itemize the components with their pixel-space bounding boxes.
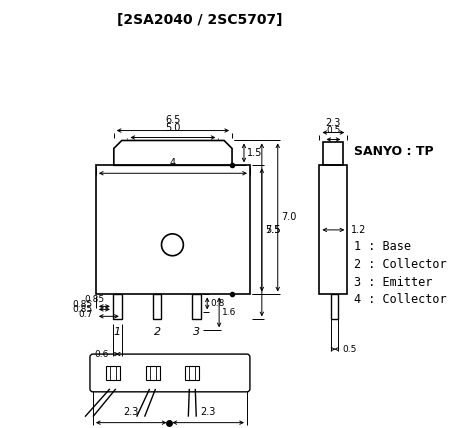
Text: 7.0: 7.0 (281, 212, 296, 223)
Bar (113, 294, 122, 319)
Text: 5.0: 5.0 (165, 122, 180, 133)
Bar (106, 366, 120, 380)
Text: 2.3: 2.3 (123, 407, 139, 417)
Text: 4 : Collector: 4 : Collector (354, 294, 447, 306)
Text: 0.6: 0.6 (94, 350, 109, 359)
Text: 0.5: 0.5 (342, 345, 357, 354)
Text: 2.3: 2.3 (326, 118, 341, 128)
Bar (192, 294, 201, 319)
Text: 0.8: 0.8 (210, 299, 225, 308)
Text: 7.5: 7.5 (265, 225, 280, 235)
Text: 0.7: 0.7 (79, 310, 93, 319)
Text: 2.3: 2.3 (200, 407, 216, 417)
Text: 2: 2 (153, 327, 160, 337)
Bar (146, 366, 159, 380)
Text: 1 : Base: 1 : Base (354, 240, 411, 253)
Text: 1.6: 1.6 (222, 308, 237, 317)
Text: 1.5: 1.5 (247, 148, 262, 158)
Text: 0.85: 0.85 (73, 300, 93, 309)
Text: 4: 4 (170, 158, 176, 168)
Text: SANYO : TP: SANYO : TP (354, 146, 434, 158)
Text: 2 : Collector: 2 : Collector (354, 258, 447, 271)
Bar (153, 294, 161, 319)
Text: 0.85: 0.85 (73, 305, 93, 314)
Text: [2SA2040 / 2SC5707]: [2SA2040 / 2SC5707] (118, 13, 283, 27)
Bar (185, 366, 199, 380)
Bar (319, 165, 347, 294)
Text: 0.5: 0.5 (326, 125, 340, 134)
Text: 6.5: 6.5 (165, 115, 180, 125)
Text: 0.85: 0.85 (84, 295, 104, 304)
Text: 3: 3 (193, 327, 200, 337)
Bar (96, 165, 250, 294)
Text: 5.5: 5.5 (265, 225, 280, 235)
Bar (323, 143, 343, 165)
Text: 1.2: 1.2 (351, 225, 367, 235)
Text: 1: 1 (114, 327, 121, 337)
Text: 3 : Emitter: 3 : Emitter (354, 276, 433, 288)
Bar (331, 294, 338, 319)
